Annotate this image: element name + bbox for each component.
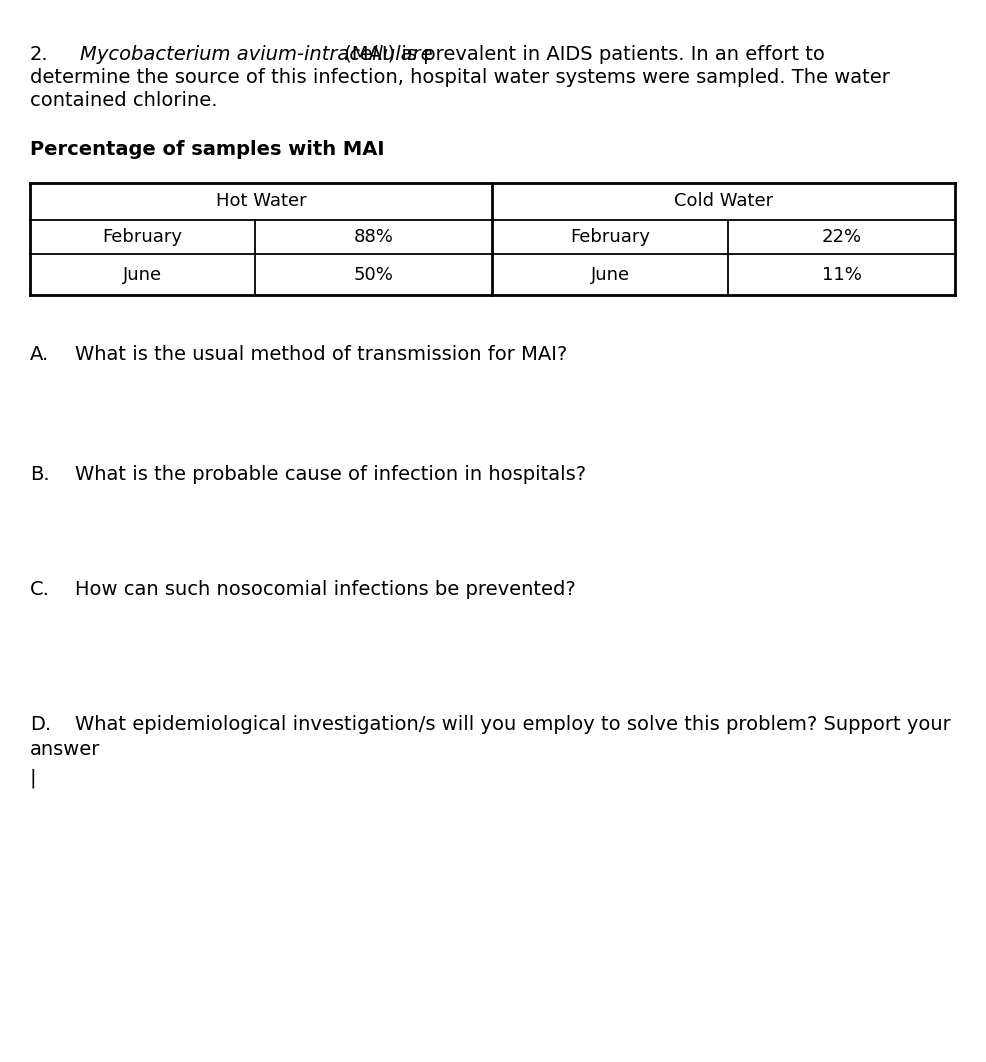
Text: 2.: 2. — [30, 45, 48, 64]
Text: determine the source of this infection, hospital water systems were sampled. The: determine the source of this infection, … — [30, 68, 890, 87]
Text: How can such nosocomial infections be prevented?: How can such nosocomial infections be pr… — [75, 580, 576, 599]
Text: (MAI) is prevalent in AIDS patients. In an effort to: (MAI) is prevalent in AIDS patients. In … — [338, 45, 825, 64]
Text: C.: C. — [30, 580, 50, 599]
Text: 22%: 22% — [821, 228, 862, 246]
Text: B.: B. — [30, 465, 49, 484]
Text: 88%: 88% — [354, 228, 393, 246]
Text: June: June — [123, 266, 162, 284]
Text: What epidemiological investigation/s will you employ to solve this problem? Supp: What epidemiological investigation/s wil… — [75, 715, 951, 734]
Text: 50%: 50% — [354, 266, 393, 284]
Text: Percentage of samples with MAI: Percentage of samples with MAI — [30, 140, 385, 159]
Text: contained chlorine.: contained chlorine. — [30, 91, 218, 110]
Text: Cold Water: Cold Water — [674, 192, 773, 210]
Text: June: June — [591, 266, 630, 284]
Text: Mycobacterium avium-intracellulare: Mycobacterium avium-intracellulare — [80, 45, 433, 64]
Text: February: February — [103, 228, 182, 246]
Text: February: February — [570, 228, 650, 246]
Text: answer: answer — [30, 740, 101, 759]
Text: Hot Water: Hot Water — [216, 192, 307, 210]
Text: 11%: 11% — [821, 266, 862, 284]
Text: A.: A. — [30, 345, 49, 364]
Text: D.: D. — [30, 715, 51, 734]
Text: What is the usual method of transmission for MAI?: What is the usual method of transmission… — [75, 345, 567, 364]
Text: What is the probable cause of infection in hospitals?: What is the probable cause of infection … — [75, 465, 586, 484]
Text: |: | — [30, 768, 36, 788]
